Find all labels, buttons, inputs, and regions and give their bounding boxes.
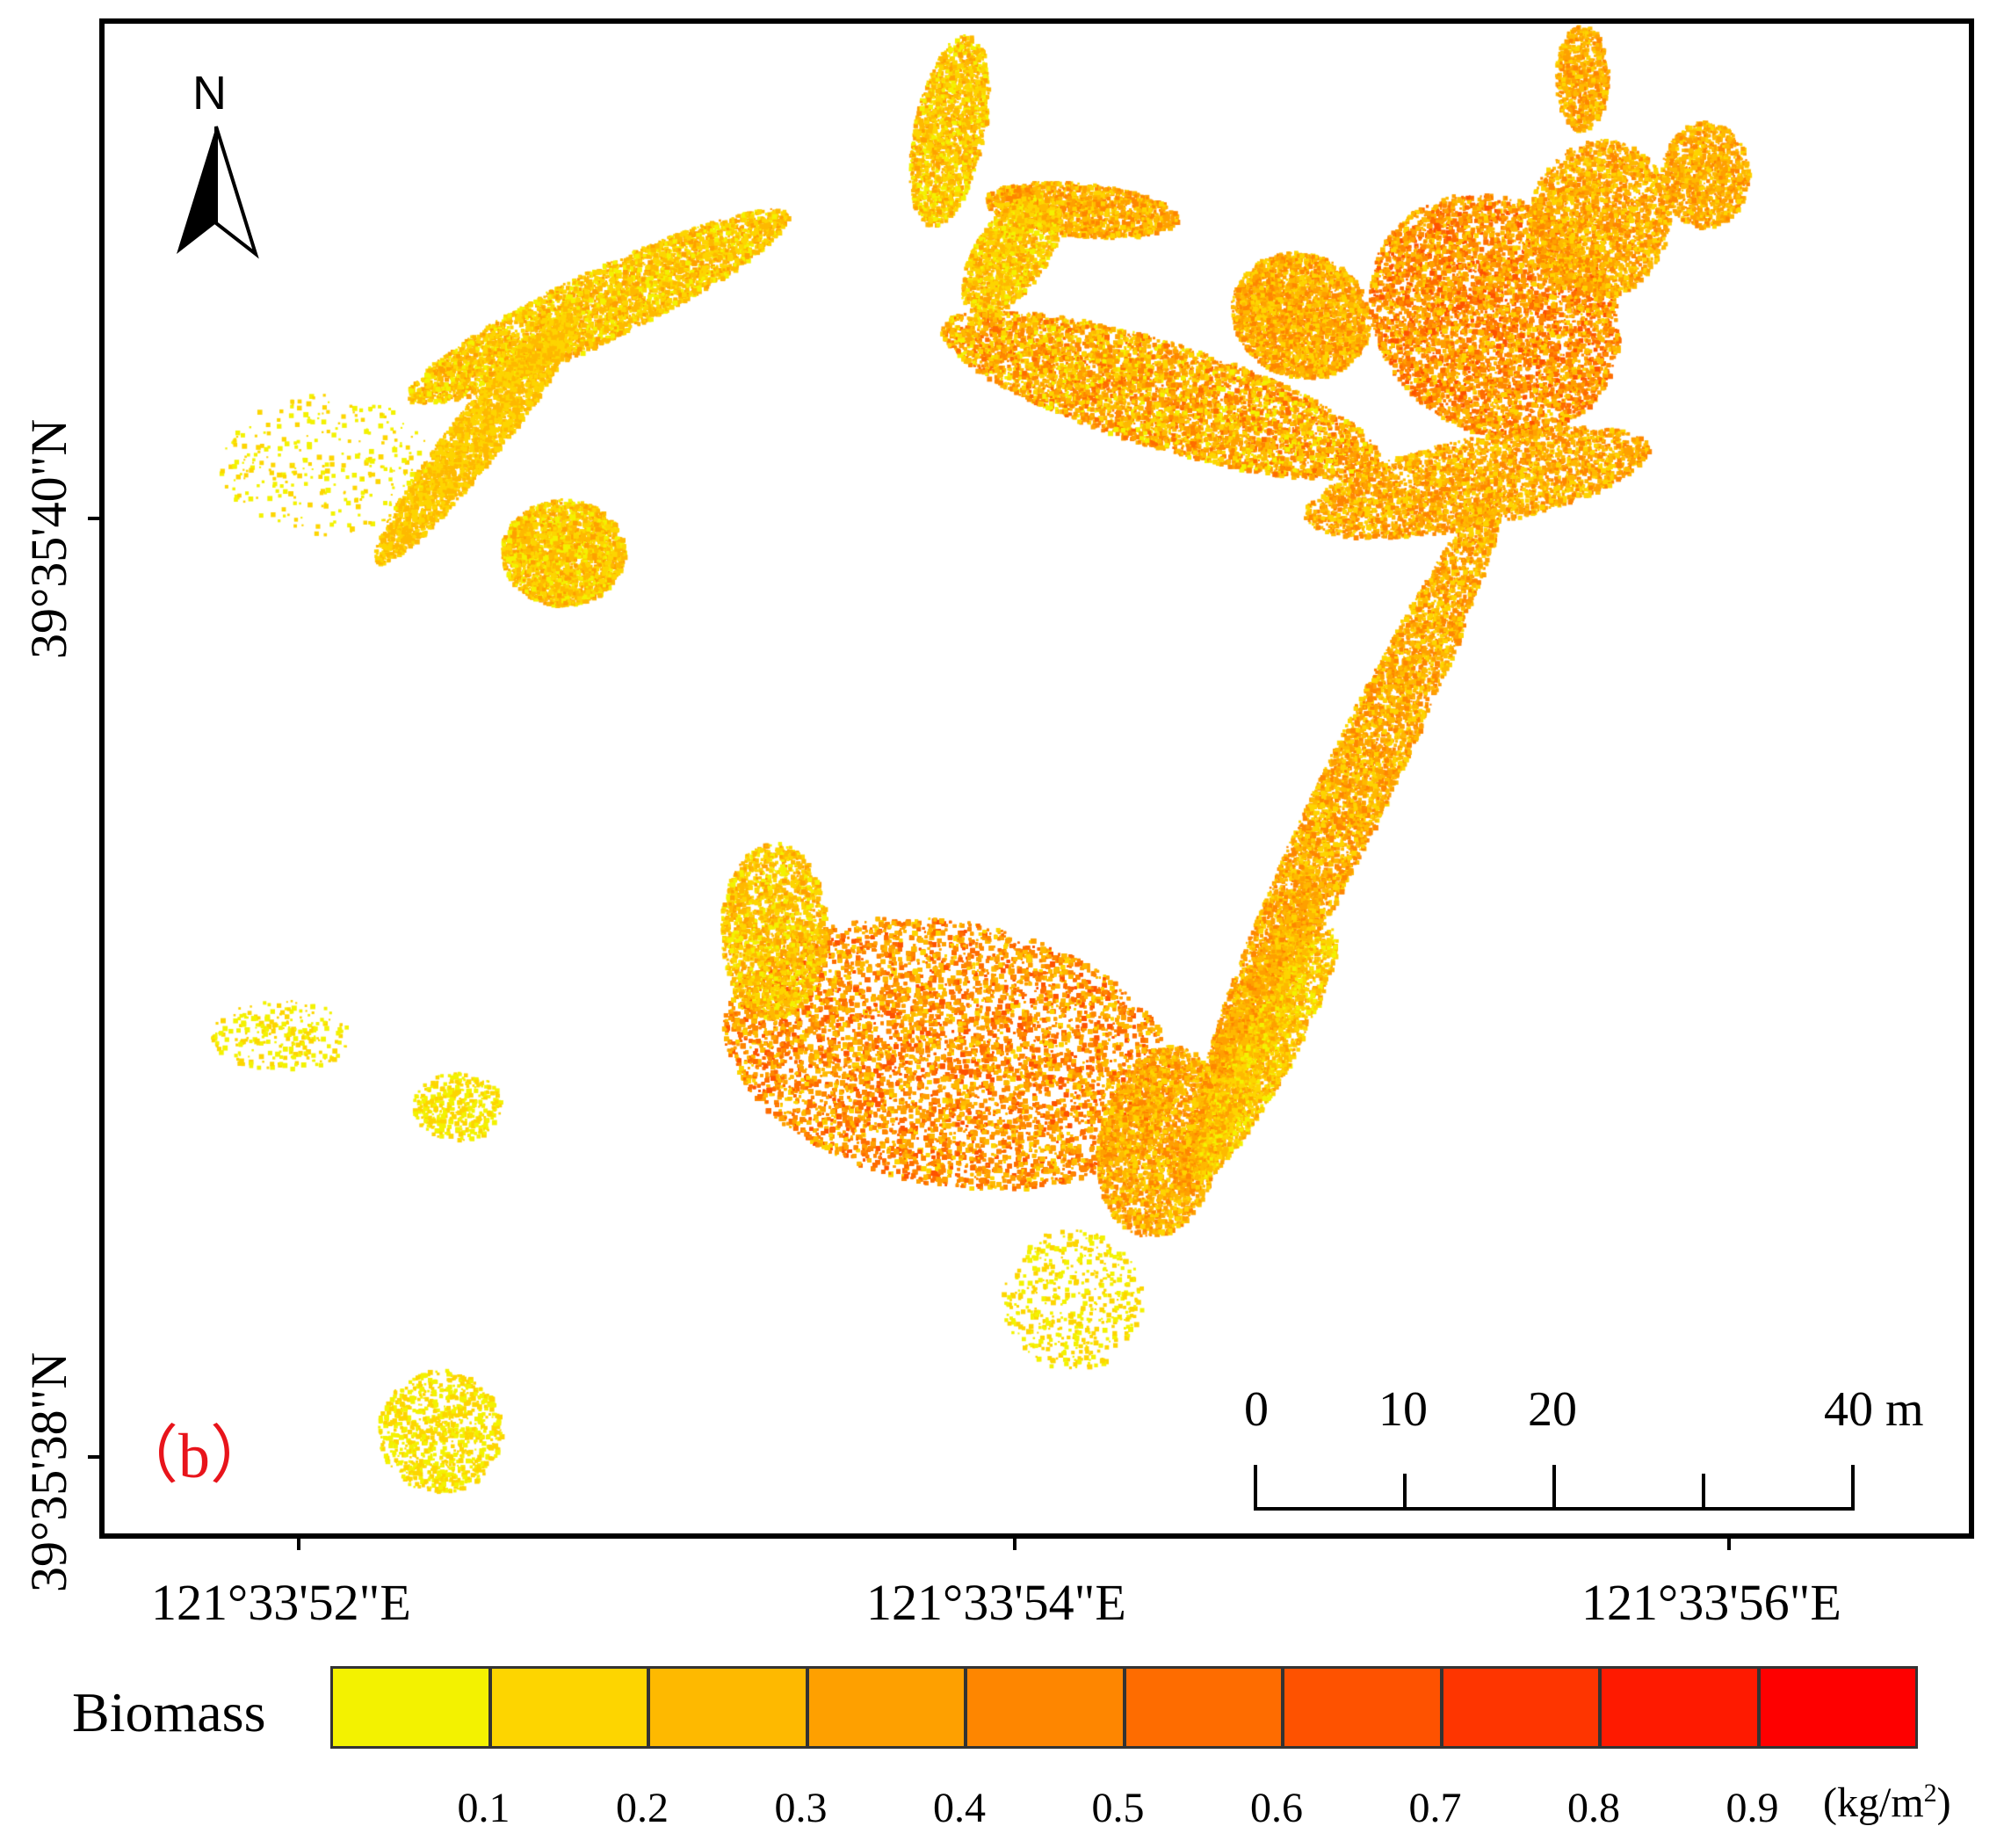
- legend-label: 0.5: [1091, 1785, 1145, 1831]
- legend-swatch: [1123, 1666, 1284, 1749]
- legend-swatch: [965, 1666, 1125, 1749]
- biomass-raster: [105, 24, 1969, 1533]
- legend-swatch: [330, 1666, 491, 1749]
- legend-label: 0.4: [933, 1785, 986, 1831]
- north-arrow-icon: [177, 126, 259, 259]
- legend-swatch: [806, 1666, 966, 1749]
- legend-label: 0.1: [457, 1785, 510, 1831]
- legend-unit: (kg/m2): [1823, 1779, 1951, 1826]
- scale-label-20: 20: [1528, 1382, 1577, 1437]
- lat-tick-2: [88, 1455, 100, 1459]
- legend-label: 0.8: [1567, 1785, 1620, 1831]
- legend-swatch: [488, 1666, 649, 1749]
- legend-label: 0.3: [774, 1785, 828, 1831]
- scale-label-10: 10: [1378, 1382, 1428, 1437]
- lon-tick-3: [1727, 1538, 1731, 1550]
- legend-swatch: [648, 1666, 808, 1749]
- legend-label: 0.6: [1250, 1785, 1303, 1831]
- map-frame: N （b） 0 10 20 40 m: [99, 18, 1974, 1539]
- legend-label: 0.2: [616, 1785, 669, 1831]
- lon-label-3: 121°33'56"E: [1581, 1574, 1841, 1631]
- lon-tick-1: [297, 1538, 300, 1550]
- lon-tick-2: [1013, 1538, 1016, 1550]
- legend-swatch: [1599, 1666, 1760, 1749]
- lon-label-1: 121°33'52"E: [151, 1574, 411, 1631]
- legend-label: 0.9: [1725, 1785, 1779, 1831]
- legend-label: 0.7: [1408, 1785, 1462, 1831]
- scale-label-40m: 40 m: [1824, 1382, 1924, 1437]
- legend-swatch: [1282, 1666, 1443, 1749]
- legend-swatch: [1757, 1666, 1918, 1749]
- lat-label-1: 39°35'40"N: [20, 418, 77, 659]
- scale-bar: [1254, 1465, 1855, 1511]
- panel-label: （b）: [115, 1421, 274, 1491]
- legend-title: Biomass: [72, 1681, 266, 1743]
- scale-label-0: 0: [1244, 1382, 1269, 1437]
- north-label: N: [192, 67, 227, 120]
- lon-label-2: 121°33'54"E: [866, 1574, 1126, 1631]
- lat-label-2: 39°35'38"N: [20, 1352, 77, 1592]
- legend-swatch: [1440, 1666, 1601, 1749]
- lat-tick-1: [88, 517, 100, 520]
